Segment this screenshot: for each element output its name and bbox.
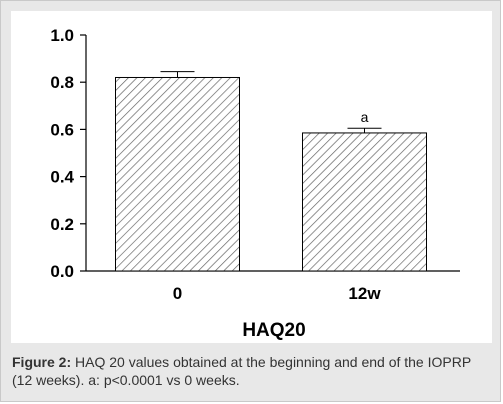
x-tick-label: 0 [173, 284, 182, 303]
bar-chart: 0.0 0.2 0.4 0.6 0.8 1.0 0 a 12w HAQ20 [50, 26, 460, 341]
y-tick-label: 0.6 [50, 120, 74, 139]
bar [115, 76, 240, 272]
y-tick-label: 0.0 [50, 262, 74, 281]
x-tick-label: 12w [348, 284, 381, 303]
significance-label: a [361, 109, 369, 125]
caption-text: HAQ 20 values obtained at the beginning … [12, 354, 471, 388]
y-tick-label: 0.2 [50, 215, 74, 234]
y-tick-label: 0.8 [50, 73, 74, 92]
y-tick-label: 0.4 [50, 168, 74, 187]
bar [302, 132, 427, 272]
x-axis-title: HAQ20 [242, 320, 305, 341]
figure-caption: Figure 2: HAQ 20 values obtained at the … [12, 353, 482, 389]
caption-label: Figure 2: [12, 354, 72, 370]
y-tick-label: 1.0 [50, 26, 74, 45]
